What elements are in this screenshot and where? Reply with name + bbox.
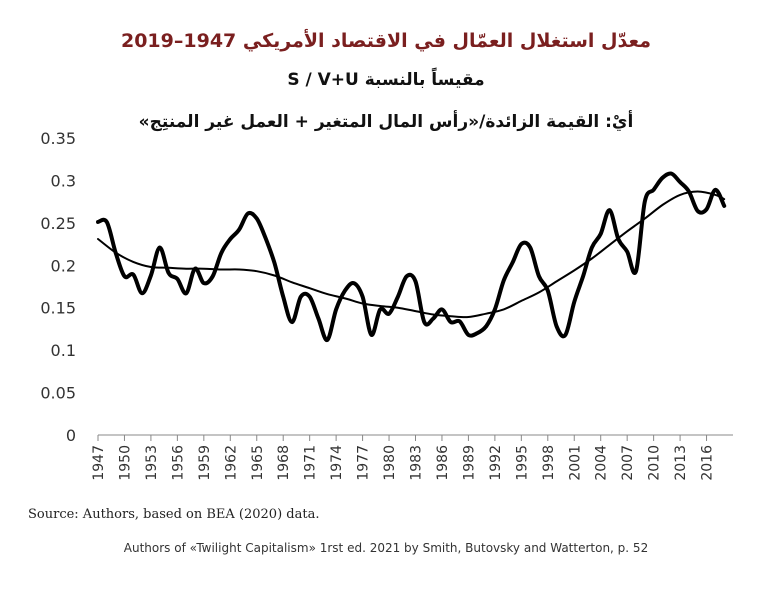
x-tick-label: 1962 bbox=[223, 445, 239, 481]
y-tick-label: 0.35 bbox=[40, 129, 76, 148]
x-tick-label: 2001 bbox=[567, 445, 583, 481]
x-tick-label: 2013 bbox=[673, 445, 689, 481]
x-tick-label: 2010 bbox=[647, 445, 663, 481]
x-tick-label: 1977 bbox=[356, 445, 372, 481]
series-line-trend bbox=[97, 190, 726, 319]
chart-subtitle-2: أيْ: القيمة الزائدة/«رأس المال المتغير +… bbox=[138, 112, 634, 132]
x-tick-label: 1965 bbox=[250, 445, 266, 481]
x-tick-label: 1959 bbox=[197, 445, 213, 481]
chart-subtitle: مقيساً بالنسبة S / V+U bbox=[287, 70, 485, 90]
x-tick-label: 1986 bbox=[435, 445, 451, 481]
x-tick-label: 1950 bbox=[117, 445, 133, 481]
y-tick-label: 0.1 bbox=[51, 341, 76, 360]
y-tick-label: 0.3 bbox=[51, 171, 76, 190]
y-tick-label: 0.05 bbox=[40, 384, 76, 403]
series-line-exploitation-rate bbox=[96, 171, 727, 343]
x-tick-label: 2004 bbox=[594, 445, 610, 481]
x-tick-label: 1953 bbox=[144, 445, 160, 481]
x-tick-label: 1947 bbox=[91, 445, 107, 481]
y-tick-label: 0.25 bbox=[40, 214, 76, 233]
x-tick-label: 1983 bbox=[409, 445, 425, 481]
x-tick-label: 1998 bbox=[541, 445, 557, 481]
x-tick-label: 1995 bbox=[514, 445, 530, 481]
credit-note: Authors of «Twilight Capitalism» 1rst ed… bbox=[123, 541, 649, 555]
chart-title: معدّل استغلال العمّال في الاقتصاد الأمري… bbox=[120, 30, 651, 52]
x-tick-label: 1980 bbox=[382, 445, 398, 481]
y-tick-label: 0.2 bbox=[51, 256, 76, 275]
source-note: Source: Authors, based on BEA (2020) dat… bbox=[28, 507, 320, 522]
y-tick-label: 0.15 bbox=[40, 299, 76, 318]
x-tick-label: 1989 bbox=[461, 445, 477, 481]
x-tick-label: 2016 bbox=[700, 445, 716, 481]
x-tick-label: 1992 bbox=[488, 445, 504, 481]
x-tick-label: 1971 bbox=[303, 445, 319, 481]
x-tick-label: 1956 bbox=[170, 445, 186, 481]
x-tick-label: 1974 bbox=[329, 445, 345, 481]
x-tick-label: 1968 bbox=[276, 445, 292, 481]
y-tick-label: 0 bbox=[66, 426, 76, 445]
x-tick-label: 2007 bbox=[620, 445, 636, 481]
